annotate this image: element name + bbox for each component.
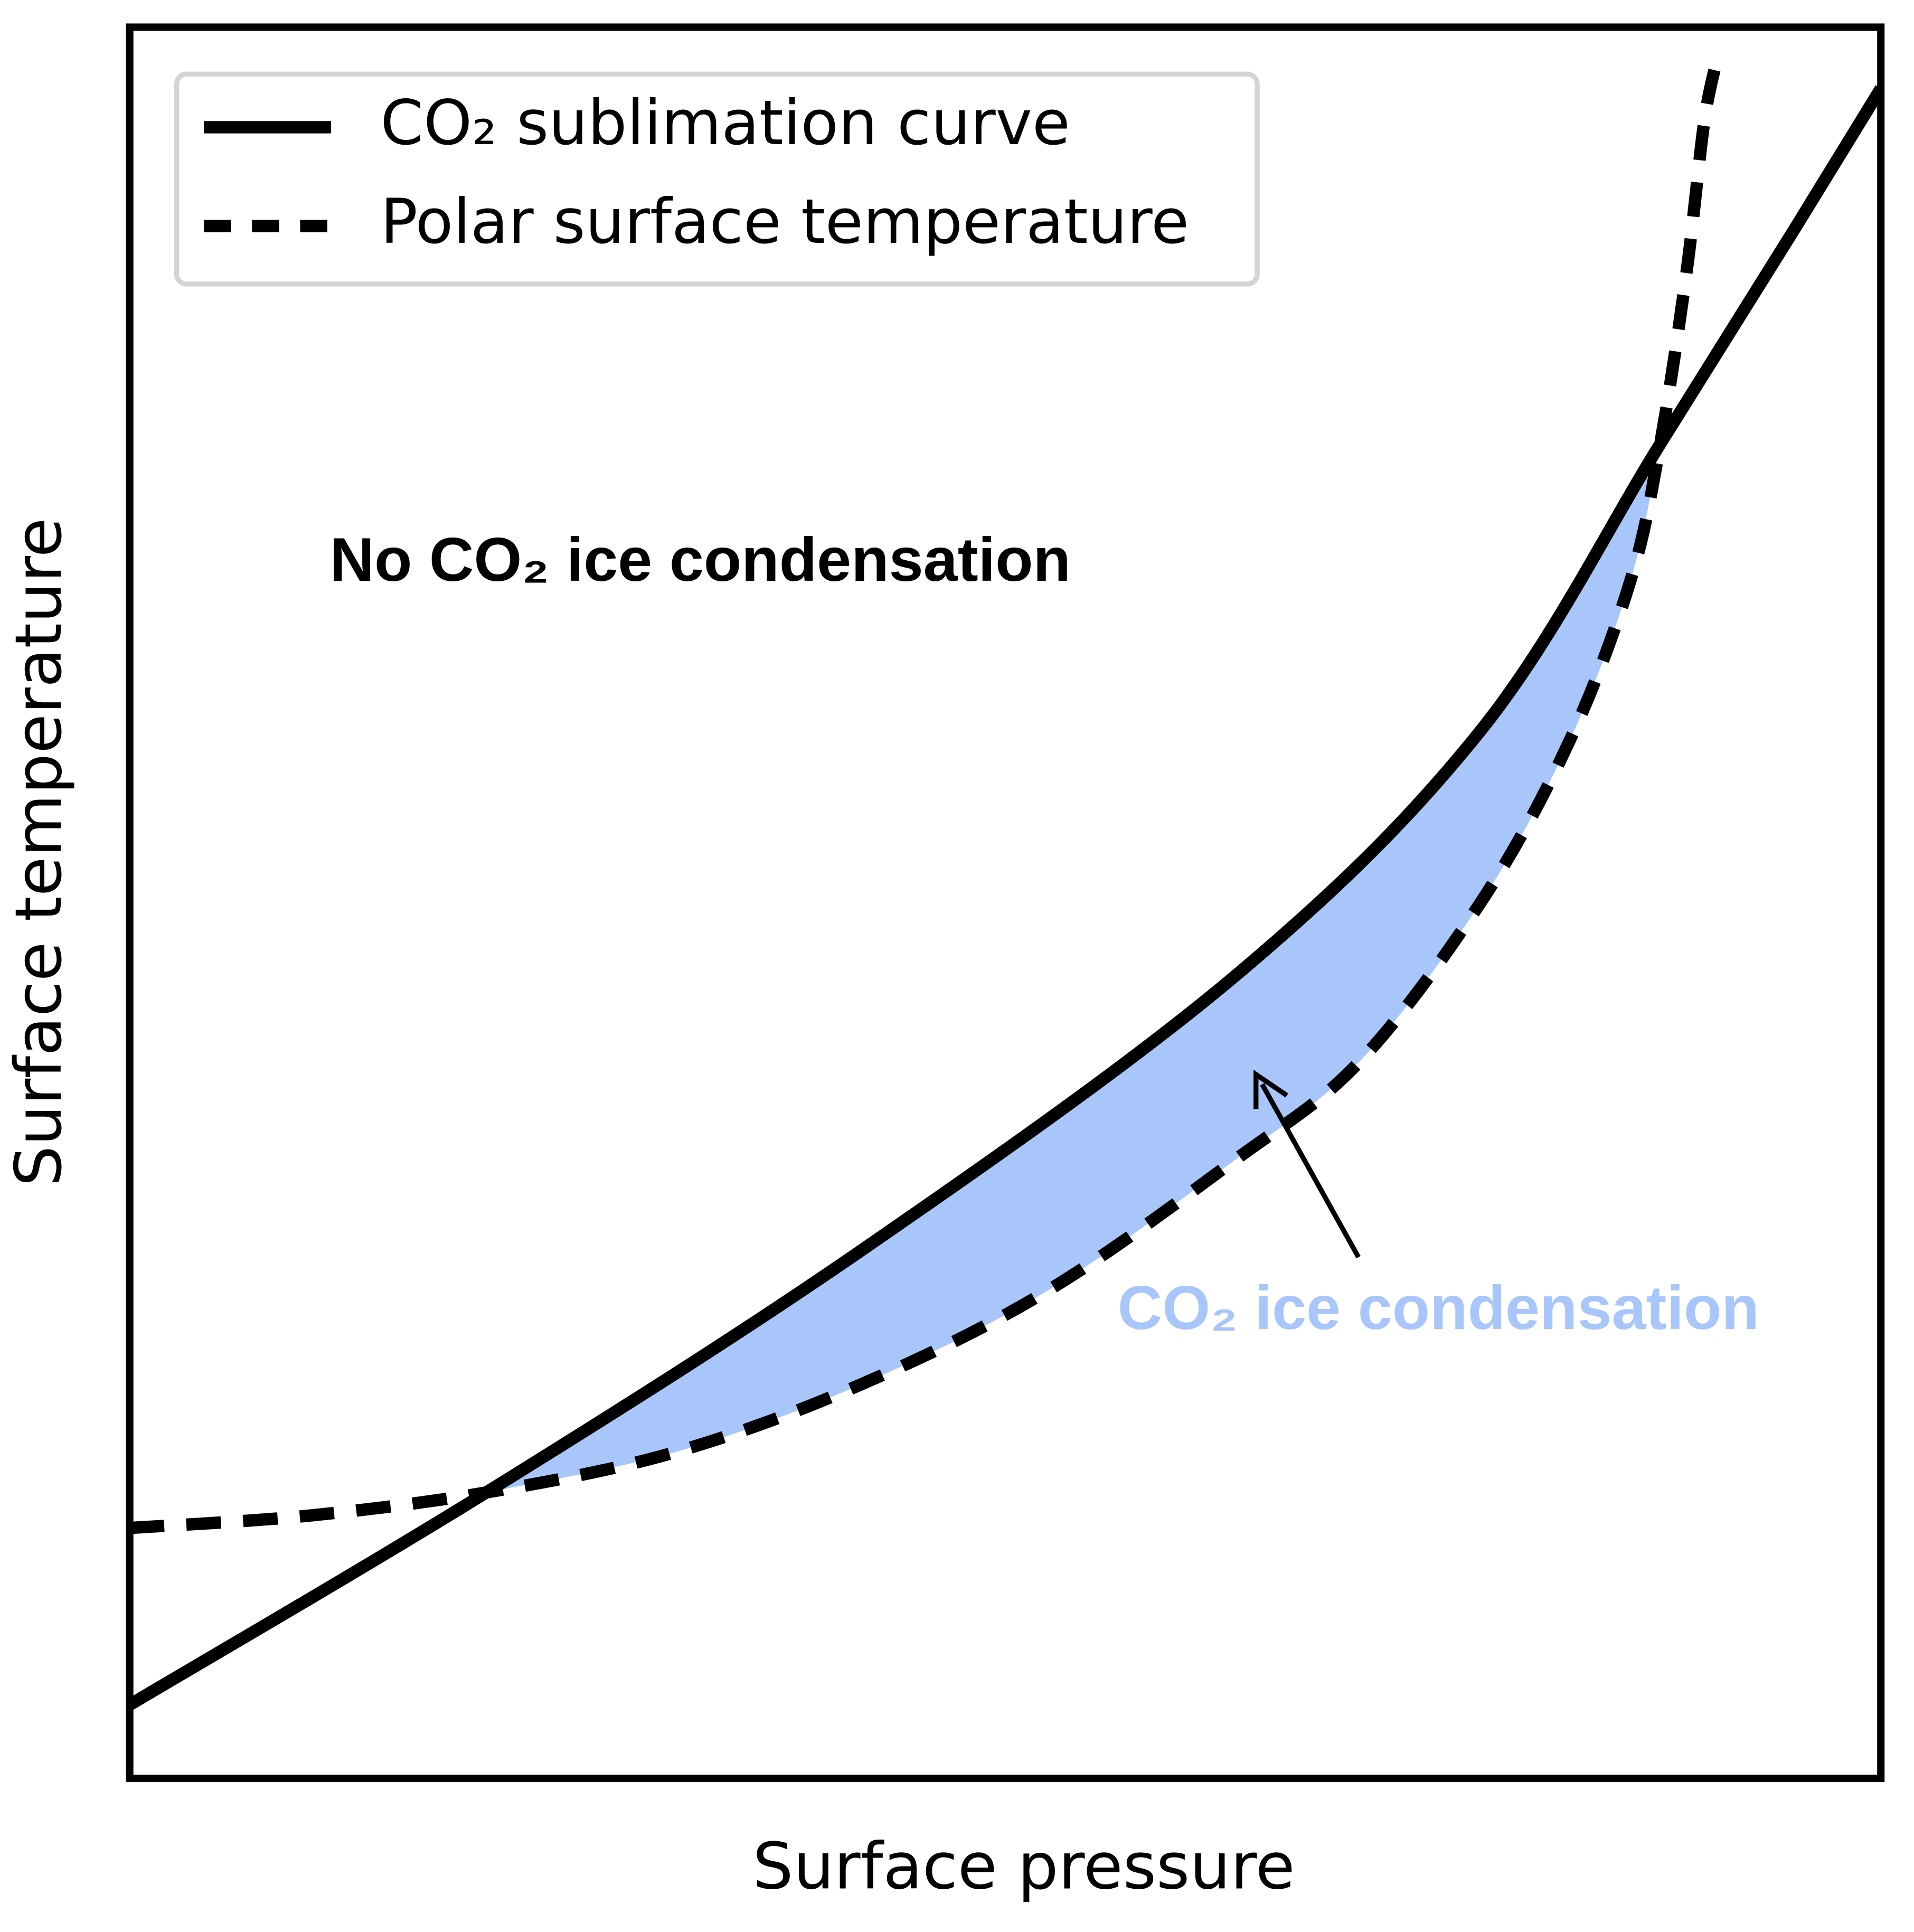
- legend-label: Polar surface temperature: [380, 185, 1189, 258]
- annotation: CO₂ ice condensation: [1118, 1273, 1759, 1342]
- legend-box: [174, 71, 1260, 287]
- x-axis-label: Surface pressure: [752, 1829, 1295, 1904]
- plot-frame: [126, 23, 1885, 1783]
- arrow-head: [1253, 1070, 1288, 1109]
- legend: CO₂ sublimation curve Polar surface tempe…: [174, 71, 1260, 287]
- annotation: No CO₂ ice condensation: [330, 525, 1071, 594]
- series-line: [129, 61, 1722, 1534]
- series-line: [129, 85, 1881, 1710]
- condensation-region: [494, 444, 1661, 1492]
- annotation-arrow: [1260, 1083, 1361, 1259]
- y-axis-label: Surface temperature: [1, 518, 76, 1186]
- legend-label: CO₂ sublimation curve: [380, 87, 1070, 159]
